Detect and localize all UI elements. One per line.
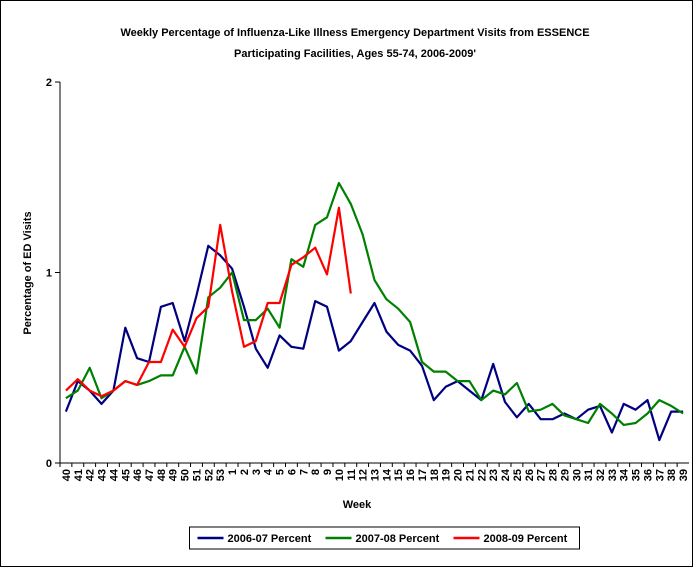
x-axis-label: Week — [343, 499, 372, 511]
x-tick-label: 13 — [370, 469, 382, 481]
series-line — [65, 181, 684, 426]
x-tick-label: 28 — [548, 469, 560, 481]
x-tick-label: 7 — [298, 469, 310, 475]
x-tick-label: 2 — [239, 469, 251, 475]
x-tick-label: 53 — [215, 469, 227, 481]
x-tick-label: 24 — [500, 468, 512, 481]
x-tick-label: 15 — [393, 469, 405, 481]
x-tick-label: 26 — [524, 469, 536, 481]
x-tick-label: 25 — [512, 469, 524, 481]
x-tick-label: 3 — [251, 469, 263, 475]
x-tick-label: 11 — [346, 469, 358, 481]
x-tick-label: 14 — [381, 468, 393, 481]
x-tick-label: 38 — [666, 469, 678, 481]
x-tick-label: 10 — [334, 469, 346, 481]
x-tick-label: 9 — [322, 469, 334, 475]
y-axis-label: Percentage of ED Visits — [22, 211, 34, 334]
x-tick-label: 23 — [488, 469, 500, 481]
series-line — [65, 206, 352, 398]
x-tick-label: 27 — [536, 469, 548, 481]
y-tick-label: 2 — [46, 77, 52, 89]
x-tick-label: 47 — [144, 469, 156, 481]
x-tick-label: 31 — [583, 469, 595, 481]
x-tick-label: 50 — [180, 469, 192, 481]
x-tick-label: 29 — [559, 469, 571, 481]
x-tick-label: 30 — [571, 469, 583, 481]
x-tick-label: 5 — [275, 469, 287, 475]
y-tick-label: 0 — [46, 458, 52, 470]
x-tick-label: 44 — [108, 468, 120, 481]
legend-box — [189, 526, 580, 550]
x-tick-label: 22 — [476, 469, 488, 481]
x-tick-label: 21 — [464, 469, 476, 481]
chart-title: Participating Facilities, Ages 55-74, 20… — [234, 48, 476, 60]
x-tick-label: 8 — [310, 469, 322, 475]
x-tick-label: 6 — [286, 469, 298, 475]
x-tick-label: 41 — [73, 469, 85, 481]
x-tick-label: 35 — [631, 469, 643, 481]
y-tick-label: 1 — [46, 268, 52, 280]
x-tick-label: 36 — [642, 469, 654, 481]
x-tick-label: 16 — [405, 469, 417, 481]
series-line — [64, 244, 684, 442]
x-tick-label: 45 — [120, 469, 132, 481]
x-tick-label: 18 — [429, 469, 441, 481]
x-tick-label: 20 — [453, 469, 465, 481]
chart-title: Weekly Percentage of Influenza-Like Illn… — [120, 27, 589, 39]
x-tick-label: 46 — [132, 469, 144, 481]
x-tick-label: 19 — [441, 469, 453, 481]
x-tick-label: 42 — [85, 469, 97, 481]
legend-label: 2007-08 Percent — [356, 533, 440, 545]
x-tick-label: 34 — [619, 468, 631, 481]
x-tick-label: 40 — [61, 469, 73, 481]
x-tick-label: 43 — [97, 469, 109, 481]
x-tick-label: 17 — [417, 469, 429, 481]
x-tick-label: 4 — [263, 468, 275, 475]
x-tick-label: 1 — [227, 469, 239, 475]
x-tick-label: 49 — [168, 469, 180, 481]
x-tick-label: 51 — [191, 469, 203, 481]
x-tick-label: 12 — [358, 469, 370, 481]
x-tick-label: 37 — [654, 469, 666, 481]
x-tick-label: 32 — [595, 469, 607, 481]
x-tick-label: 39 — [678, 469, 690, 481]
x-tick-label: 52 — [203, 469, 215, 481]
legend-label: 2006-07 Percent — [228, 533, 312, 545]
x-tick-label: 48 — [156, 469, 168, 481]
legend-label: 2008-09 Percent — [484, 533, 568, 545]
x-tick-label: 33 — [607, 469, 619, 481]
